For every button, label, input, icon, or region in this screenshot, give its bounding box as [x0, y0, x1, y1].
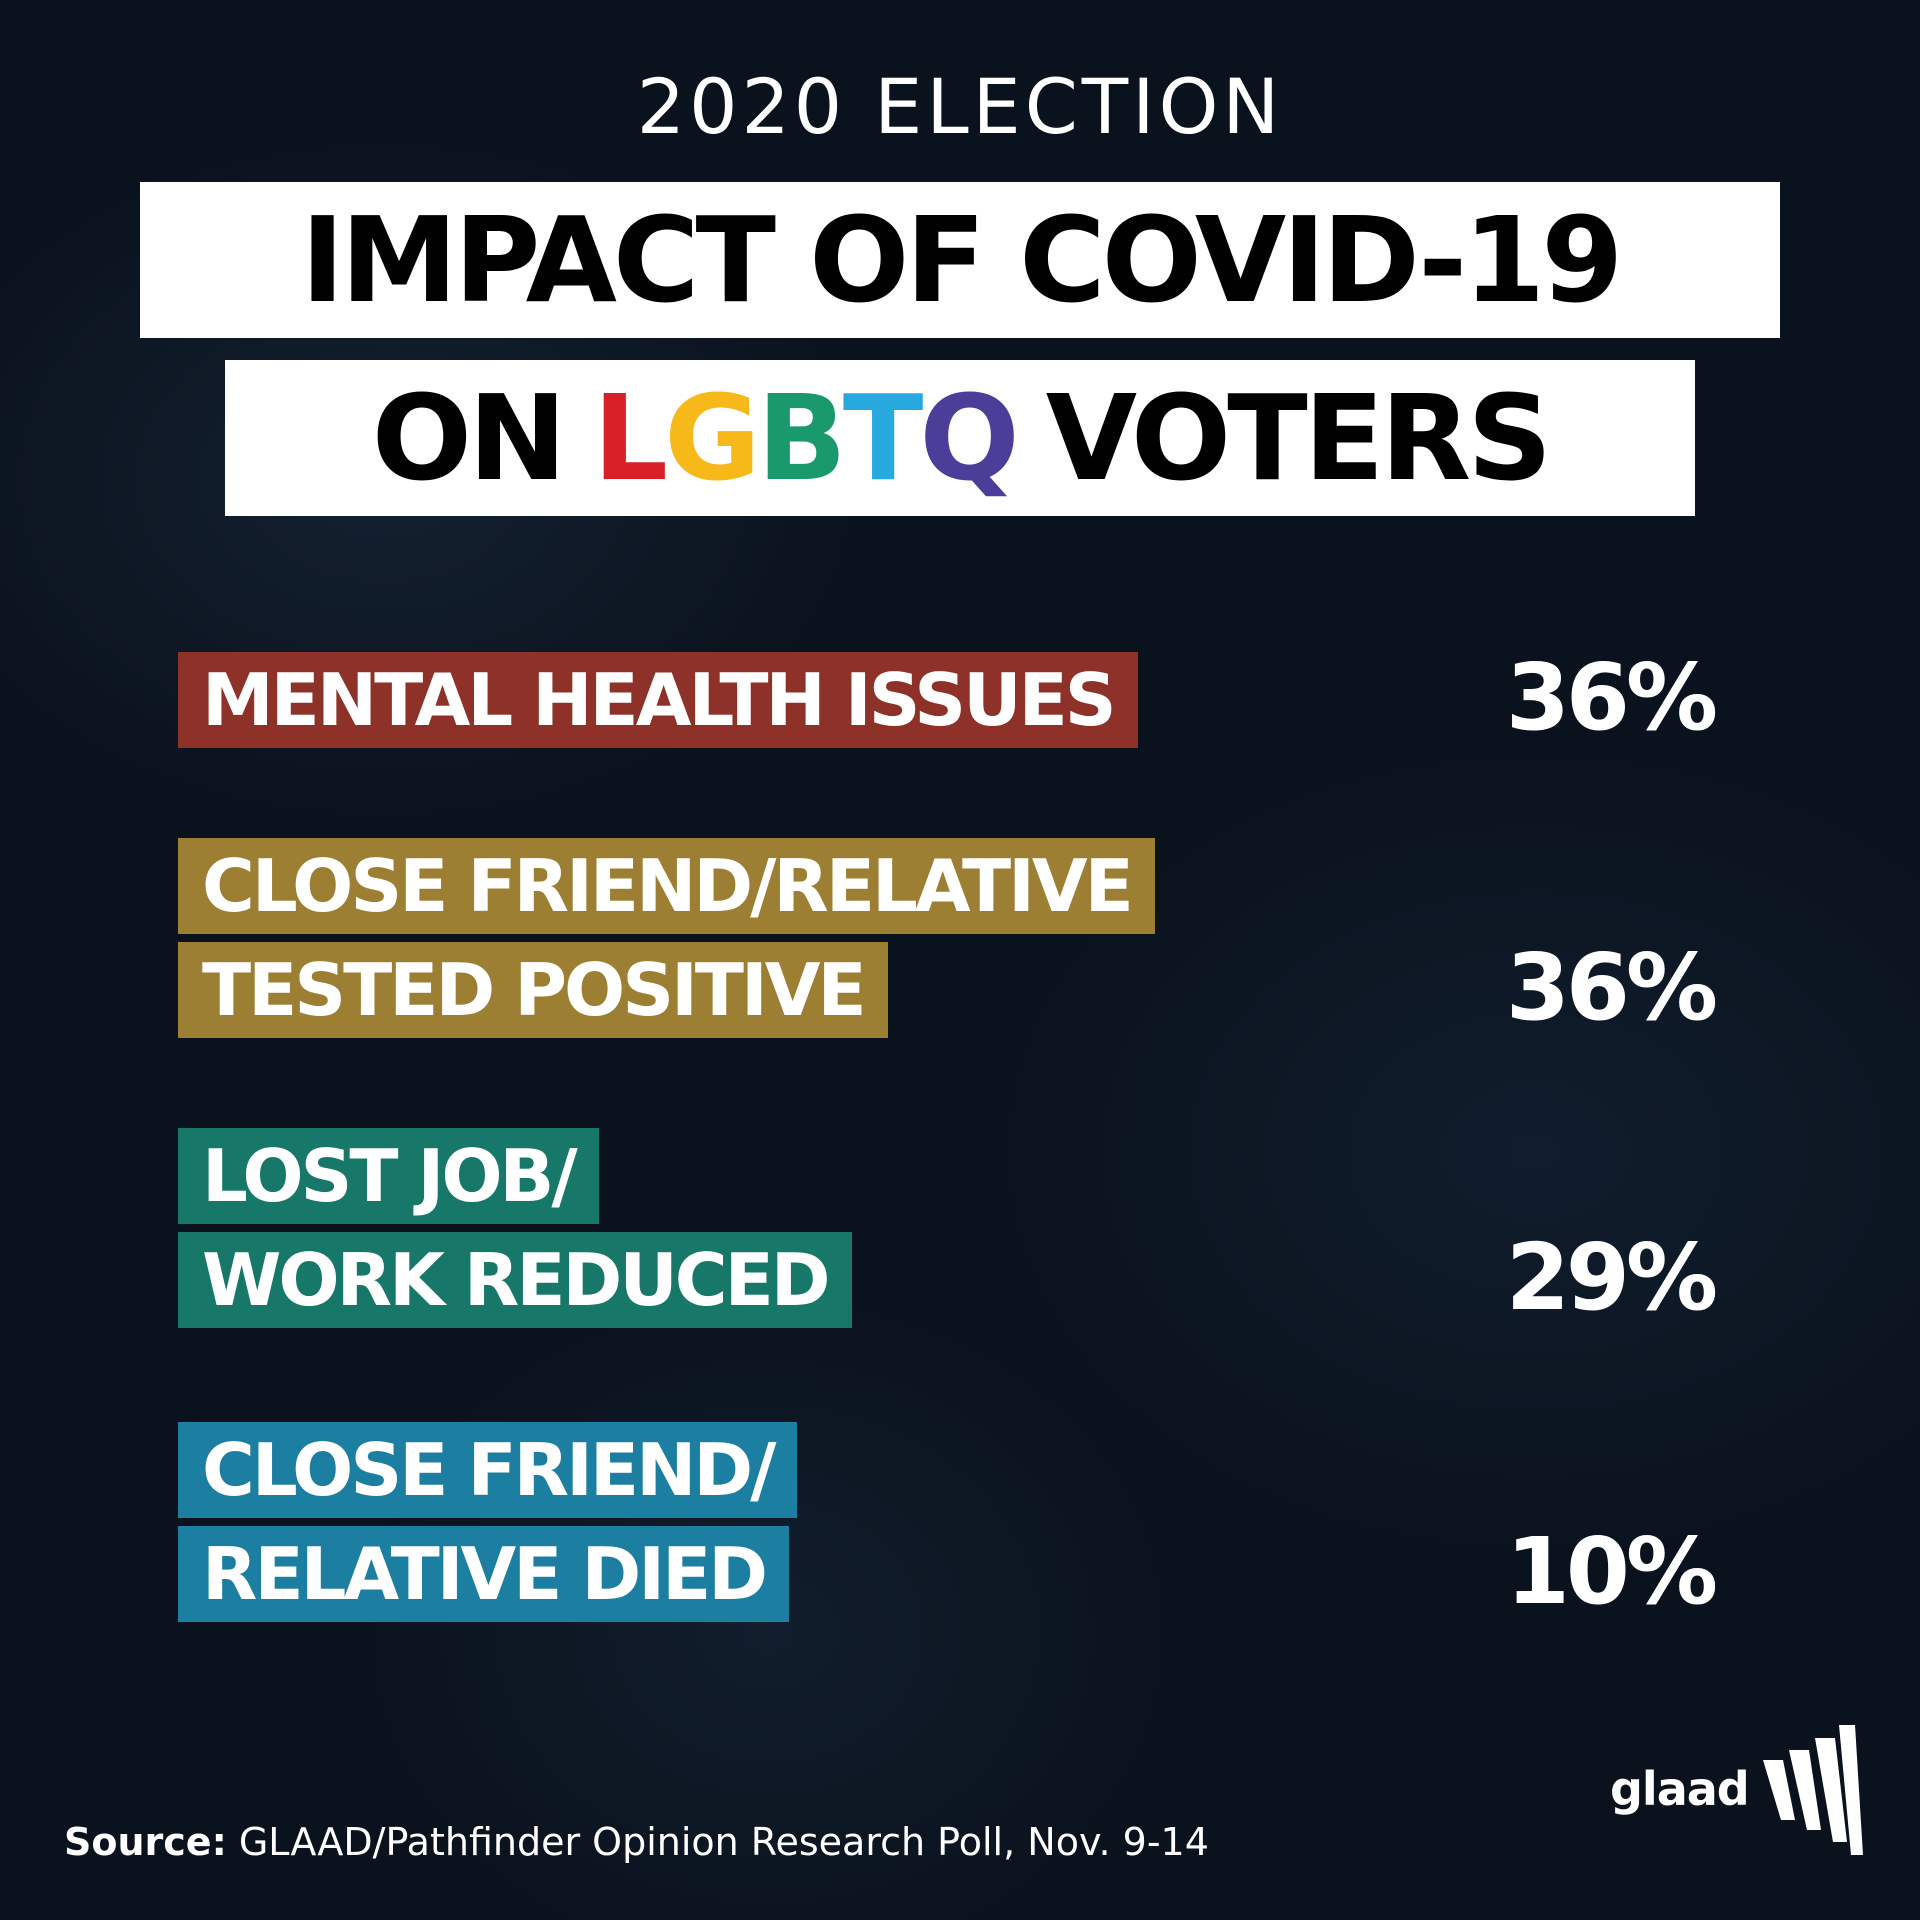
lgbtq-letter: L — [592, 369, 668, 507]
row-value: 36% — [1505, 934, 1718, 1041]
title-line-2-prefix: ON — [371, 369, 567, 507]
lgbtq-letter: T — [842, 369, 923, 507]
source-label: Source: — [64, 1820, 227, 1864]
lgbtq-letter: B — [756, 369, 847, 507]
glaad-logo-text: glaad — [1610, 1762, 1750, 1816]
lgbtq-letter: Q — [919, 369, 1019, 507]
lgbtq-letter: G — [664, 369, 761, 507]
row-value: 10% — [1505, 1518, 1718, 1625]
row-label: MENTAL HEALTH ISSUES — [178, 652, 1138, 748]
title-line-1: IMPACT OF COVID-19 — [140, 182, 1780, 338]
title-line-2-suffix: VOTERS — [1045, 369, 1553, 507]
row-value: 29% — [1505, 1224, 1718, 1331]
row-label: LOST JOB/ — [178, 1128, 599, 1224]
kicker-title: 2020 ELECTION — [636, 62, 1284, 151]
row-value: 36% — [1505, 644, 1718, 751]
lgbtq-word: LGBTQ — [592, 369, 1020, 507]
row-label: TESTED POSITIVE — [178, 942, 888, 1038]
source-text: GLAAD/Pathfinder Opinion Research Poll, … — [238, 1820, 1209, 1864]
glaad-logo-icon — [1763, 1725, 1863, 1855]
row-label: WORK REDUCED — [178, 1232, 852, 1328]
row-label: CLOSE FRIEND/ — [178, 1422, 798, 1518]
source-note: Source: GLAAD/Pathfinder Opinion Researc… — [64, 1820, 1209, 1864]
title-line-1-text: IMPACT OF COVID-19 — [300, 191, 1624, 329]
row-label: RELATIVE DIED — [178, 1526, 790, 1622]
row-label: CLOSE FRIEND/RELATIVE — [178, 838, 1155, 934]
title-line-2: ON LGBTQ VOTERS — [225, 360, 1695, 516]
